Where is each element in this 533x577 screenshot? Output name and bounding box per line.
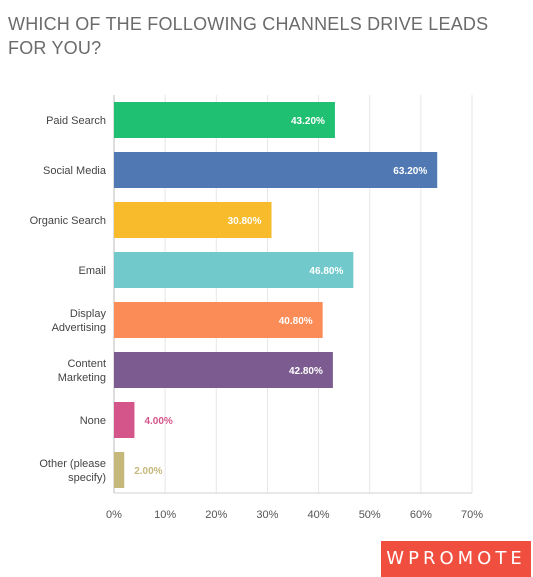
wpromote-logo: WPROMOTE	[381, 541, 531, 577]
category-label: Display Advertising	[52, 308, 107, 334]
value-label: 2.00%	[134, 466, 162, 477]
category-label: Other (please specify)	[39, 458, 106, 484]
category-label: Paid Search	[46, 115, 106, 127]
bar	[114, 352, 333, 388]
bar	[114, 402, 135, 438]
bar	[114, 202, 272, 238]
x-tick-label: 20%	[205, 509, 227, 521]
value-label: 40.80%	[279, 316, 313, 327]
x-tick-label: 70%	[461, 509, 483, 521]
bars	[114, 102, 438, 488]
bar	[114, 252, 354, 288]
x-tick-label: 60%	[410, 509, 432, 521]
bar	[114, 302, 323, 338]
bar	[114, 152, 438, 188]
x-tick-label: 40%	[308, 509, 330, 521]
value-labels: 43.20% 63.20% 30.80% 46.80% 40.80% 42.80% 4.00…	[134, 116, 427, 477]
bar-chart: Paid Search Social Media Organic Search Ema…	[30, 95, 483, 521]
value-label: 43.20%	[291, 116, 325, 127]
category-label: Email	[78, 265, 106, 277]
value-label: 46.80%	[309, 266, 343, 277]
category-label: Social Media	[43, 165, 107, 177]
category-label: None	[80, 415, 106, 427]
value-label: 63.20%	[393, 166, 427, 177]
x-axis-ticks: 0% 10% 20% 30% 40% 50% 60% 70%	[106, 509, 483, 521]
bar	[114, 102, 335, 138]
x-tick-label: 30%	[256, 509, 278, 521]
chart-title: WHICH OF THE FOLLOWING CHANNELS DRIVE LE…	[8, 14, 489, 58]
value-label: 4.00%	[144, 416, 172, 427]
category-label: Content Marketing	[58, 358, 106, 384]
value-label: 42.80%	[289, 366, 323, 377]
x-tick-label: 0%	[106, 509, 122, 521]
x-tick-label: 50%	[359, 509, 381, 521]
bar	[114, 452, 125, 488]
value-label: 30.80%	[228, 216, 262, 227]
category-label: Organic Search	[30, 215, 106, 227]
category-labels: Paid Search Social Media Organic Search Ema…	[30, 115, 107, 484]
x-tick-label: 10%	[154, 509, 176, 521]
